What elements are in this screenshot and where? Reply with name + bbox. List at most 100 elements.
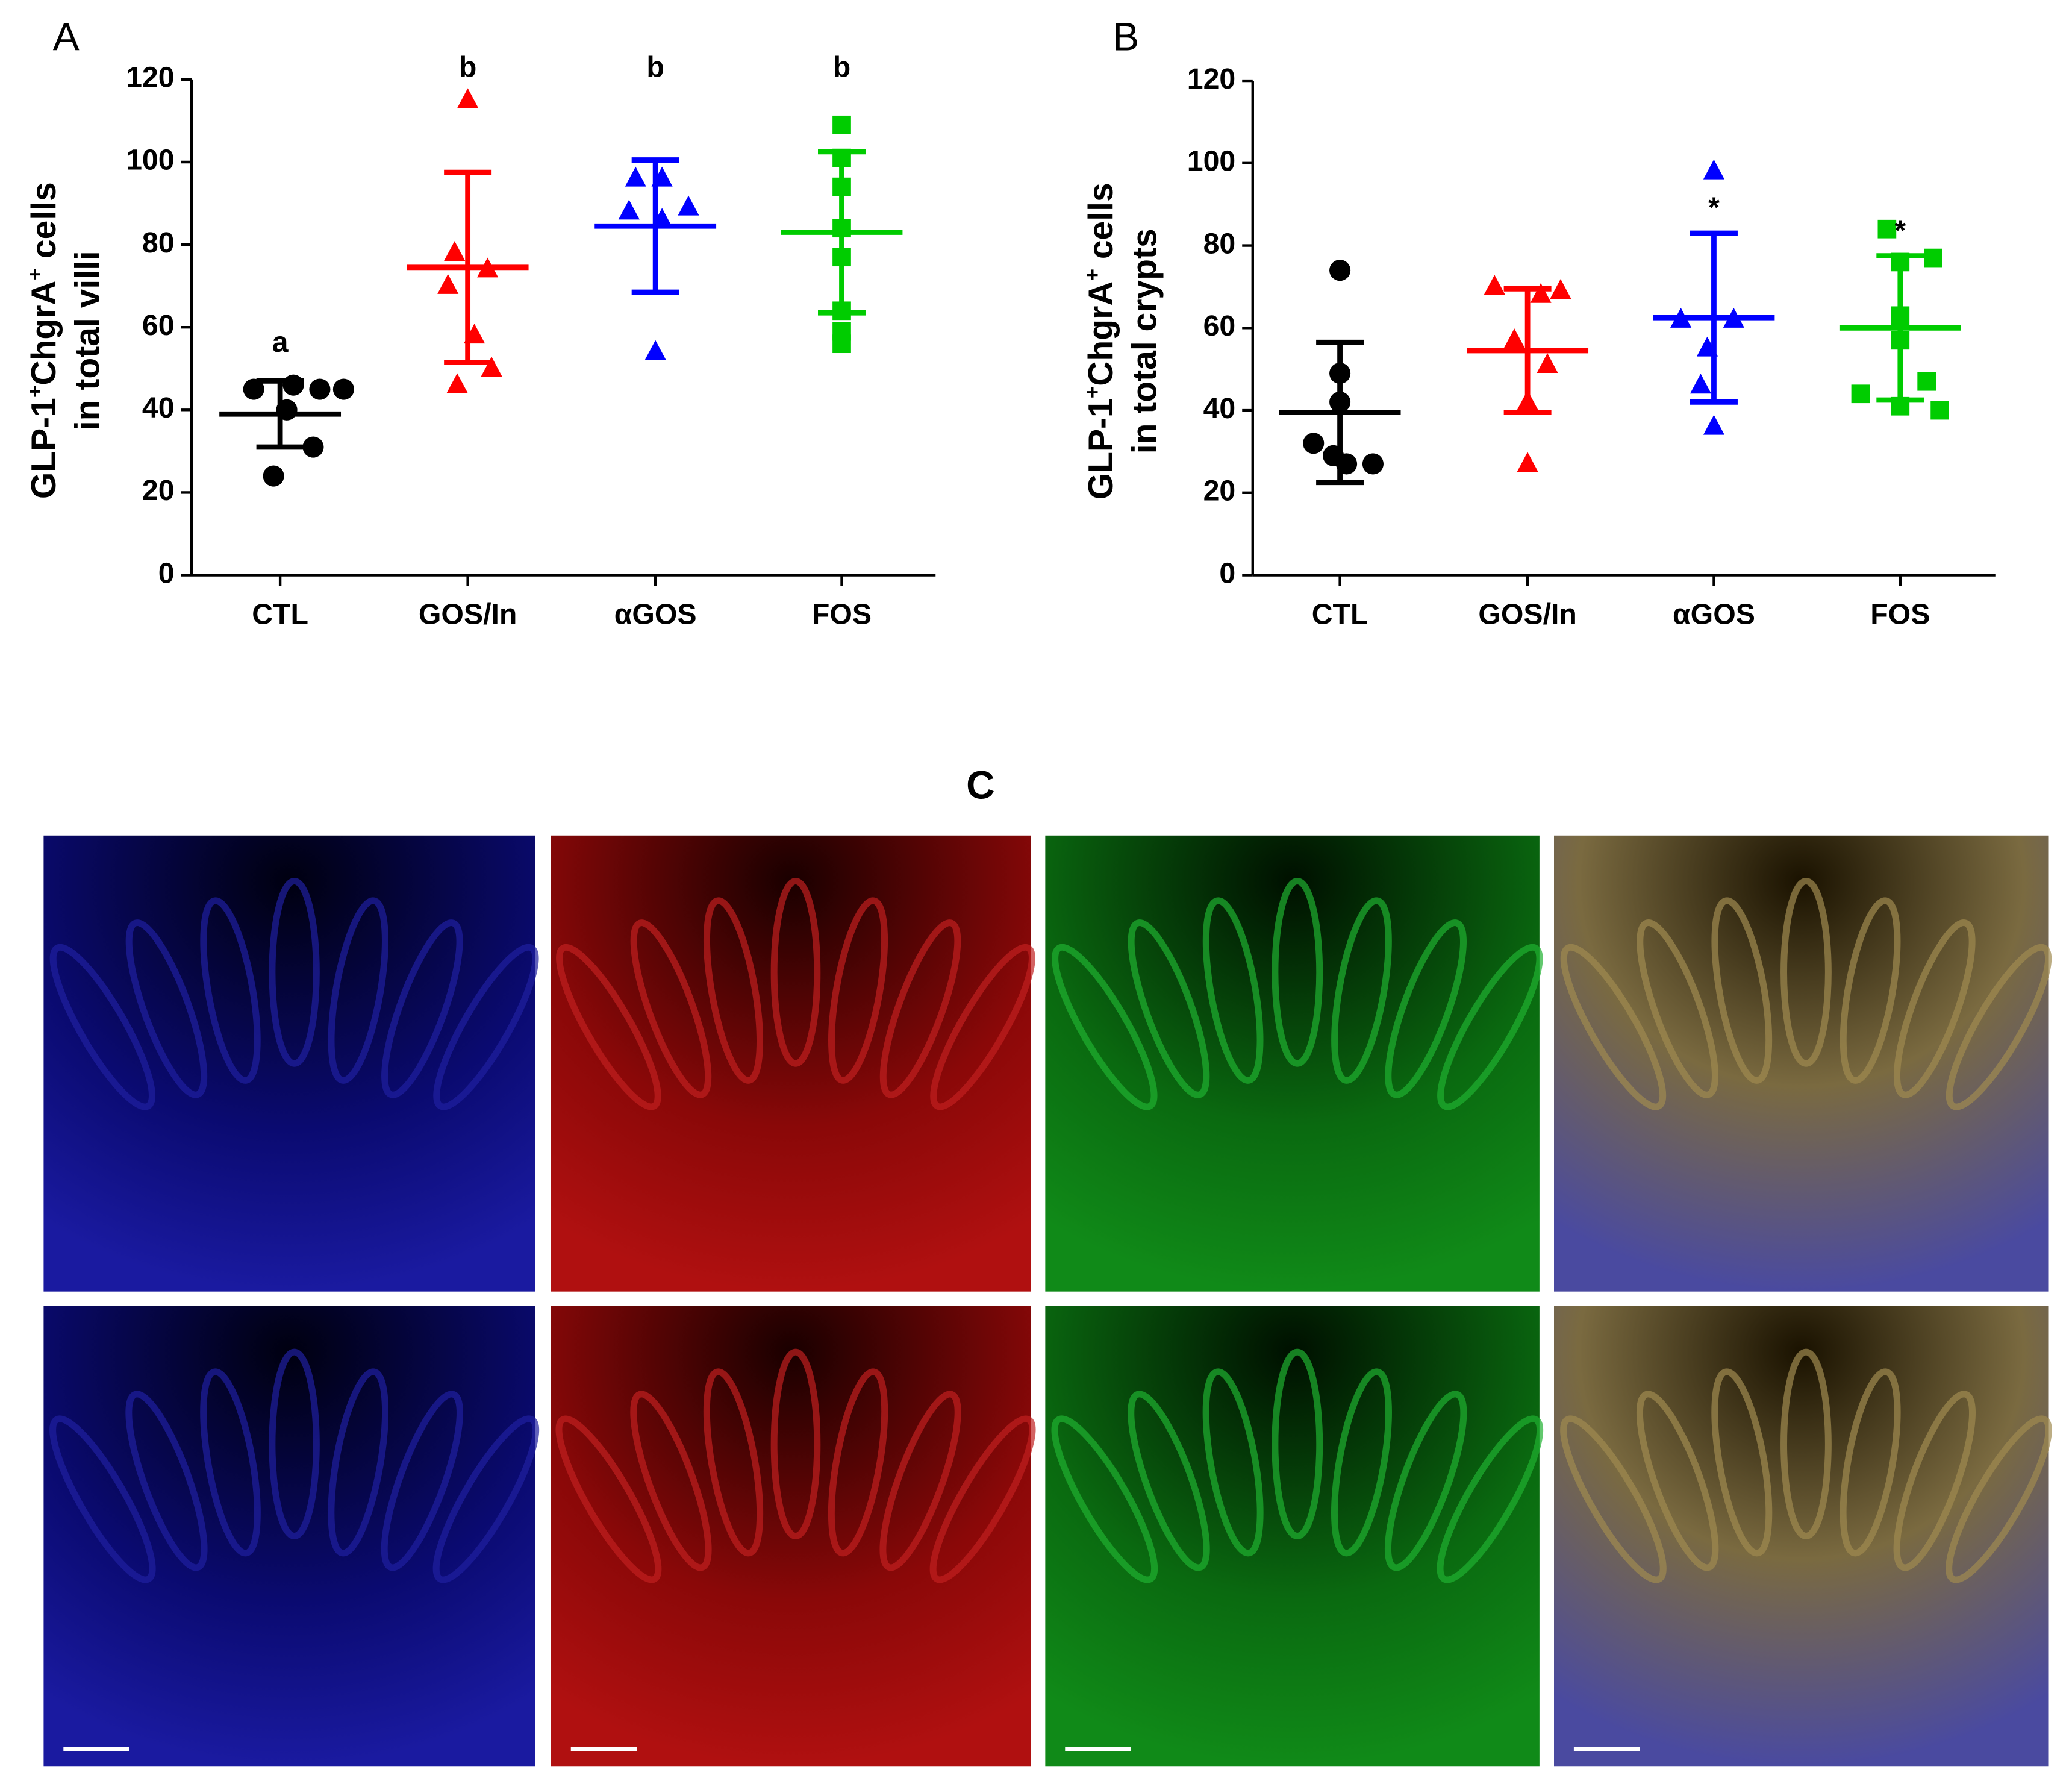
villus: [1128, 1391, 1210, 1571]
point: [1891, 396, 1910, 416]
villus: [1560, 944, 1667, 1110]
y-axis-label-part: GLP-1: [1082, 398, 1120, 499]
micrograph: [1045, 1306, 1544, 1767]
point: [282, 374, 304, 396]
villus: [381, 919, 463, 1098]
micrograph: [1554, 835, 2052, 1292]
x-tick-label: αGOS: [614, 598, 697, 631]
y-tick-label: 0: [158, 557, 175, 589]
villus: [1946, 944, 2052, 1110]
x-tick-label: FOS: [812, 598, 872, 631]
point: [832, 148, 851, 167]
point: [1362, 453, 1384, 475]
point: [1851, 384, 1870, 404]
villus: [1780, 877, 1832, 1067]
point: [1891, 306, 1910, 325]
point: [1670, 307, 1692, 328]
point: [1703, 159, 1725, 180]
villus: [1893, 1391, 1976, 1571]
villus: [200, 1368, 261, 1557]
point: [1891, 252, 1910, 272]
villus: [770, 1348, 821, 1540]
villus: [1637, 919, 1718, 1098]
point: [1517, 390, 1538, 410]
villus: [1893, 919, 1976, 1098]
point: [1503, 328, 1525, 349]
villus: [555, 1415, 662, 1583]
point: [618, 199, 640, 220]
y-tick-label: 80: [142, 227, 175, 259]
villus: [269, 1348, 320, 1540]
villus: [1331, 897, 1392, 1084]
villus: [828, 897, 888, 1084]
point: [1329, 260, 1351, 281]
micrograph: [43, 835, 539, 1292]
point: [644, 340, 666, 360]
x-tick-label: αGOS: [1673, 598, 1755, 631]
villus: [381, 1391, 463, 1571]
villus: [929, 1415, 1036, 1583]
villus: [930, 944, 1035, 1110]
villus: [1052, 944, 1158, 1110]
villus: [1128, 919, 1210, 1098]
villus: [879, 1391, 961, 1571]
x-tick-label: FOS: [1870, 598, 1930, 631]
point: [625, 166, 646, 187]
villus: [1331, 1368, 1392, 1557]
y-tick-label: 120: [1187, 63, 1236, 95]
villus: [828, 1368, 888, 1557]
villus: [703, 897, 763, 1084]
group: GOS/In: [1467, 275, 1589, 631]
y-axis-label-part: GLP-1: [25, 398, 63, 499]
point: [1329, 391, 1351, 413]
point: [1917, 372, 1936, 391]
point: [1877, 219, 1897, 239]
villus: [1711, 897, 1773, 1084]
villus: [125, 919, 208, 1098]
villus: [432, 1415, 540, 1583]
y-axis-label-part: +: [1081, 386, 1104, 399]
y-tick-label: 40: [1203, 392, 1236, 425]
panel-label: A: [53, 14, 80, 59]
micrograph: [551, 1306, 1036, 1767]
villus: [1780, 1348, 1832, 1540]
villus: [1272, 877, 1323, 1067]
point: [464, 324, 485, 344]
point: [1723, 307, 1744, 328]
point: [832, 219, 851, 238]
group: CTL: [1279, 260, 1401, 631]
point: [332, 378, 354, 400]
y-tick-label: 100: [1187, 145, 1236, 178]
villus: [200, 897, 261, 1084]
point: [832, 301, 851, 321]
y-axis-label-part: +: [23, 386, 47, 398]
villus: [1560, 1415, 1667, 1583]
point: [1517, 452, 1538, 472]
point: [832, 248, 851, 267]
point: [1690, 374, 1712, 394]
villus: [1437, 1415, 1544, 1583]
annotation: b: [646, 51, 664, 83]
villus: [328, 1368, 389, 1557]
point: [457, 88, 479, 108]
annotation: b: [459, 51, 476, 83]
point: [1530, 283, 1552, 303]
point: [832, 334, 851, 354]
villus: [1385, 919, 1467, 1098]
x-tick-label: CTL: [252, 598, 308, 631]
point: [651, 208, 673, 228]
villus: [703, 1368, 764, 1557]
point: [1303, 433, 1325, 454]
villus: [1840, 1368, 1901, 1557]
villus: [1946, 1415, 2052, 1583]
point: [1329, 362, 1351, 384]
villus: [1711, 1368, 1773, 1557]
annotation: b: [833, 51, 850, 83]
annotation: *: [1894, 214, 1906, 246]
point: [444, 241, 466, 261]
villus: [1384, 1391, 1467, 1571]
point: [1537, 353, 1558, 374]
